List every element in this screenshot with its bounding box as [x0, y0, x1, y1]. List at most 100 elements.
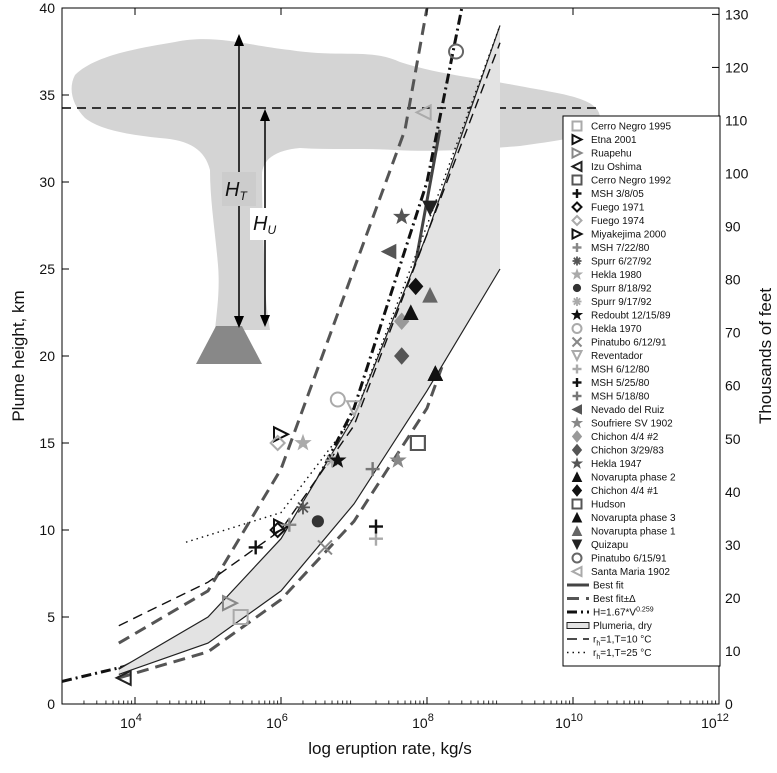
curve-r-1-t-25-c: [185, 25, 501, 543]
legend-marker-santa-maria-1902: [570, 565, 583, 578]
y2-tick-label-60: 60: [725, 378, 741, 394]
legend-label-miyakejima-2000: Miyakejima 2000: [591, 230, 666, 241]
marker-soufriere-sv-1902: [389, 451, 407, 468]
x-tick-label-8: 108: [412, 712, 434, 731]
y2-axis-ticks: 0 10 20 30 40 50 60 70 80 90 100 110 120 130: [712, 6, 749, 712]
y-tick-label-0: 0: [47, 696, 55, 712]
legend-label-msh-5-25-80: MSH 5/25/80: [591, 378, 650, 389]
marker-reventador: [345, 400, 363, 418]
marker-novarupta-phase-3: [427, 365, 444, 381]
y-axis-ticks: 0 5 10 15 20 25 30 35 40: [39, 0, 69, 712]
legend-marker-spurr-6-27-92: [572, 256, 582, 266]
legend-label-pinatubo-6-12-91: Pinatubo 6/12/91: [591, 338, 667, 349]
legend-label-plumeria-dry: Plumeria, dry: [593, 621, 652, 632]
curve-plumeria-dry-lower: [118, 268, 501, 675]
marker-msh-5-25-80: [368, 519, 383, 534]
legend-label-chichon-4-4-1: Chichon 4/4 #1: [591, 486, 659, 497]
legend-label-h-1-67-v: H=1.67*V0.259: [593, 607, 654, 619]
legend-marker-soufriere-sv-1902: [570, 416, 584, 429]
legend-marker-hudson: [571, 498, 583, 510]
y2-tick-label-70: 70: [725, 325, 741, 341]
legend-marker-reventador: [570, 350, 584, 363]
legend-label-novarupta-phase-3: Novarupta phase 3: [591, 513, 676, 524]
marker-santa-maria-1902: [414, 103, 432, 122]
marker-quizapu: [422, 200, 438, 217]
legend-marker-msh-7-22-80: [572, 243, 582, 252]
legend-label-best-fit: Best fit±Δ: [593, 594, 636, 605]
legend-label-ruapehu: Ruapehu: [591, 149, 632, 160]
y2-tick-label-110: 110: [725, 112, 748, 128]
legend-marker-spurr-9-17-92: [572, 297, 582, 306]
legend-marker-cerro-negro-1995: [571, 120, 583, 132]
legend-label-msh-3-8-05: MSH 3/8/05: [591, 189, 644, 200]
legend-marker-izu-oshima: [570, 160, 583, 173]
marker-fuego-1974: [269, 434, 287, 452]
legend-label-msh-7-22-80: MSH 7/22/80: [591, 243, 650, 254]
marker-pinatubo-6-12-91: [317, 539, 333, 556]
y-tick-label-20: 20: [39, 348, 55, 364]
legend-marker-pinatubo-6-15-91: [571, 552, 583, 564]
marker-msh-6-12-80: [368, 531, 383, 546]
legend-label-novarupta-phase-2: Novarupta phase 2: [591, 473, 676, 484]
legend-marker-novarupta-phase-1: [571, 525, 583, 536]
legend-box: [562, 115, 721, 667]
legend-label-santa-maria-1902: Santa Maria 1902: [591, 567, 670, 578]
legend-marker-chichon-4-4-1: [571, 484, 583, 497]
y-tick-label-40: 40: [39, 0, 55, 16]
legend-label-spurr-9-17-92: Spurr 9/17/92: [591, 297, 652, 308]
marker-cerro-negro-1995: [232, 609, 249, 625]
y2-tick-label-100: 100: [725, 166, 749, 182]
legend-label-chichon-4-4-2: Chichon 4/4 #2: [591, 432, 659, 443]
y2-tick-label-30: 30: [725, 537, 741, 553]
legend-label-hekla-1970: Hekla 1970: [591, 324, 642, 335]
legend-label-hudson: Hudson: [591, 500, 625, 511]
marker-hudson: [409, 435, 426, 451]
legend-marker-miyakejima-2000: [571, 227, 584, 241]
hu-arrow-head-top: [260, 109, 270, 121]
legend-label-redoubt-12-15-89: Redoubt 12/15/89: [591, 311, 671, 322]
legend-marker-spurr-8-18-92: [572, 283, 582, 293]
legend-marker-hekla-1947: [570, 457, 584, 469]
legend-label-msh-5-18-80: MSH 5/18/80: [591, 392, 650, 403]
ht-arrow-head-top: [234, 34, 244, 46]
marker-spurr-8-18-92: [311, 515, 324, 528]
marker-msh-5-18-80: [365, 462, 380, 477]
legend-marker-cerro-negro-1992: [571, 174, 583, 186]
legend-label-r-1-t-10-c: rh=1,T=10 °C: [593, 635, 652, 648]
y2-tick-label-50: 50: [725, 431, 741, 447]
y-tick-label-10: 10: [39, 522, 55, 538]
legend-marker-hekla-1980: [570, 268, 584, 280]
y-tick-label-25: 25: [39, 261, 55, 277]
legend-swatch-plumeria-dry: [566, 622, 590, 629]
legend-marker-novarupta-phase-3: [571, 511, 583, 523]
legend-label-etna-2001: Etna 2001: [591, 135, 637, 146]
legend-marker-msh-6-12-80: [572, 364, 582, 374]
marker-hekla-1947: [392, 207, 411, 225]
x-tick-label-4: 104: [120, 712, 142, 731]
legend-marker-ruapehu: [571, 146, 584, 160]
legend-label-cerro-negro-1992: Cerro Negro 1992: [591, 176, 671, 187]
legend-marker-fuego-1971: [571, 201, 583, 213]
legend-label-hekla-1947: Hekla 1947: [591, 459, 642, 470]
legend-marker-etna-2001: [571, 133, 584, 146]
legend-marker-chichon-4-4-2: [571, 430, 583, 443]
volcano-vent-shape: [196, 326, 262, 364]
legend-marker-chichon-3-29-83: [571, 443, 583, 457]
legend-marker-hekla-1970: [571, 323, 583, 334]
legend-label-msh-6-12-80: MSH 6/12/80: [591, 365, 650, 376]
marker-miyakejima-2000: [273, 517, 291, 536]
ht-arrow-head-bottom: [234, 316, 244, 328]
marker-hekla-1970: [329, 391, 346, 408]
legend-label-chichon-3-29-83: Chichon 3/29/83: [591, 446, 664, 457]
curve-best-fit-upper: [118, 7, 429, 645]
y-tick-label-30: 30: [39, 174, 55, 190]
y-tick-label-5: 5: [47, 609, 55, 625]
legend-label-fuego-1974: Fuego 1974: [591, 216, 645, 227]
legend-label-spurr-6-27-92: Spurr 6/27/92: [591, 257, 652, 268]
curve-lower: [118, 285, 473, 680]
marker-novarupta-phase-1: [422, 286, 438, 303]
marker-pinatubo-6-15-91: [448, 43, 465, 60]
y-tick-label-15: 15: [39, 435, 55, 451]
legend-marker-msh-5-25-80: [572, 378, 582, 387]
y2-tick-label-90: 90: [725, 219, 741, 235]
